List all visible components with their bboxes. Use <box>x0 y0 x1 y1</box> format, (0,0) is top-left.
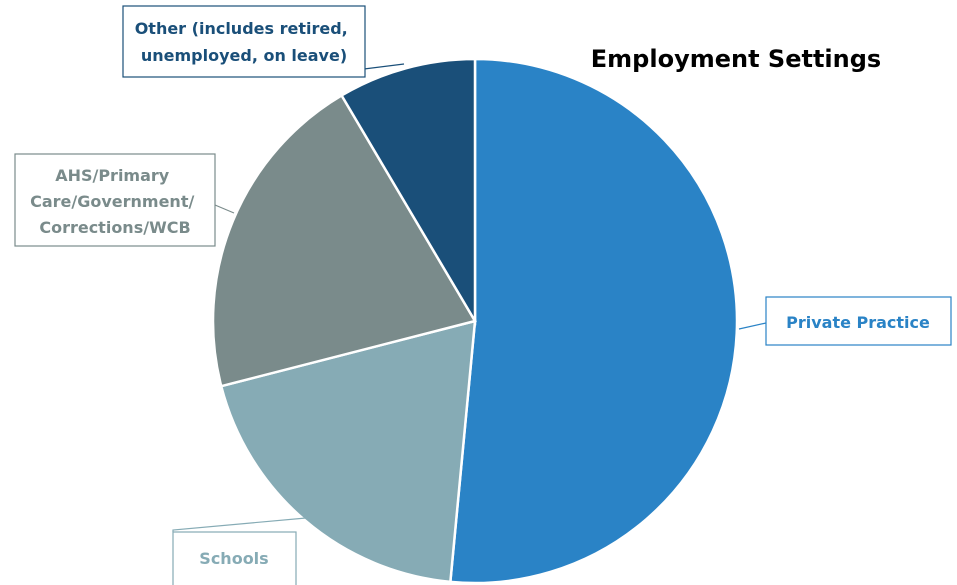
pie-slice-ahs <box>211 93 477 388</box>
label-ahs: AHS/Primary Care/Government/ Corrections… <box>14 153 235 247</box>
slice-label-ahs-line1: AHS/Primary <box>55 166 170 185</box>
leader-line-schools <box>172 517 307 532</box>
slice-label-other-line1: Other (includes retired, <box>135 19 348 38</box>
label-box-private-practice <box>765 296 952 346</box>
slice-label-ahs-line2: Care/Government/ <box>30 192 194 211</box>
pie-slices <box>211 57 739 585</box>
slice-label-ahs-line3: Corrections/WCB <box>39 218 190 237</box>
pie-slice-private-practice <box>448 57 739 585</box>
slice-label-ahs: AHS/Primary Care/Government/ Corrections… <box>30 166 200 237</box>
label-other: Other (includes retired, unemployed, on … <box>122 5 405 78</box>
pie-slice-other <box>339 57 477 326</box>
leader-line-private-practice <box>738 322 767 330</box>
pie-slice-schools <box>219 319 477 584</box>
label-box-schools <box>172 531 297 585</box>
slice-label-schools: Schools <box>199 549 268 568</box>
label-box-other <box>122 5 366 78</box>
slice-label-private-practice: Private Practice <box>786 313 930 332</box>
slice-label-other: Other (includes retired, unemployed, on … <box>135 19 354 65</box>
chart-title: Employment Settings <box>591 45 881 73</box>
label-schools: Schools <box>172 517 307 585</box>
leader-line-ahs <box>214 204 235 214</box>
slice-label-other-line2: unemployed, on leave) <box>141 46 347 65</box>
label-box-ahs <box>14 153 216 247</box>
label-private-practice: Private Practice <box>738 296 952 346</box>
